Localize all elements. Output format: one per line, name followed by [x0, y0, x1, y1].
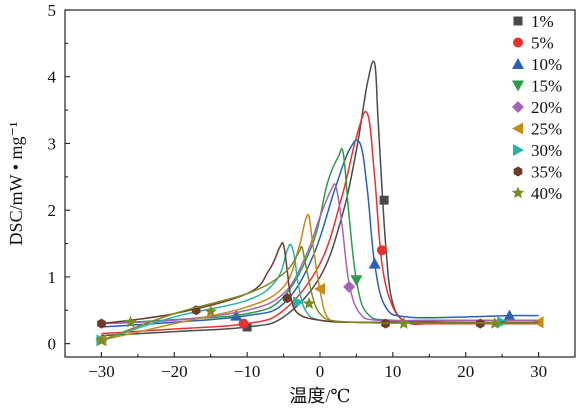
series-1pct	[101, 60, 539, 337]
marker-triangle-down	[350, 275, 363, 287]
marker-star	[95, 333, 108, 346]
marker-star	[511, 186, 525, 199]
series-line	[101, 139, 539, 328]
marker-hexagon	[282, 293, 292, 304]
x-tick-label: −30	[88, 362, 115, 381]
x-tick-label: 10	[384, 362, 401, 381]
y-tick-label: 3	[48, 134, 57, 153]
marker-star	[488, 317, 502, 329]
y-tick-label: 2	[48, 201, 57, 220]
marker-circle	[238, 318, 249, 329]
legend-label: 1%	[531, 12, 554, 31]
marker-hexagon	[97, 318, 106, 329]
x-tick-label: −10	[234, 362, 261, 381]
series-25pct	[95, 213, 544, 347]
legend-item: 10%	[512, 55, 562, 74]
marker-circle	[376, 245, 387, 256]
legend-item: 20%	[512, 98, 562, 117]
marker-triangle-up	[512, 58, 524, 69]
legend-label: 10%	[531, 55, 562, 74]
marker-star	[397, 317, 410, 329]
legend-label: 35%	[531, 163, 562, 182]
plot-frame	[64, 9, 576, 358]
x-tick-label: 0	[316, 362, 325, 381]
legend-item: 30%	[513, 141, 562, 160]
series-40pct	[95, 245, 539, 346]
series-line	[101, 183, 539, 325]
marker-square	[379, 195, 389, 205]
legend-item: 15%	[512, 77, 562, 96]
marker-star	[204, 305, 217, 317]
marker-triangle-up	[503, 309, 516, 321]
marker-star	[302, 297, 316, 309]
series-20pct	[101, 183, 539, 325]
series-30pct	[96, 243, 539, 347]
axes: −30 −20 −10 0 10 20 30 0 1 2 3 4 5	[48, 1, 576, 381]
y-axis-title: DSC/mW • mg⁻¹	[6, 122, 26, 246]
y-tick-label: 4	[48, 68, 57, 87]
marker-diamond	[512, 101, 524, 113]
y-tick-label: 0	[48, 335, 57, 354]
legend-item: 1%	[513, 12, 554, 31]
series-10pct	[101, 139, 539, 328]
x-tick-label: 30	[530, 362, 547, 381]
marker-triangle-down	[512, 80, 524, 92]
legend-item: 5%	[513, 34, 554, 53]
y-tick-label: 5	[48, 1, 57, 20]
legend-label: 30%	[531, 141, 562, 160]
legend-label: 20%	[531, 98, 562, 117]
legend-item: 40%	[511, 184, 562, 203]
legend-item: 35%	[513, 163, 562, 182]
legend: 1% 5% 10% 15% 20% 25% 30% 35% 40%	[511, 12, 562, 203]
legend-item: 25%	[512, 120, 562, 139]
series-line	[101, 111, 539, 335]
legend-label: 25%	[531, 120, 562, 139]
marker-diamond	[343, 280, 356, 293]
marker-triangle-right	[513, 144, 524, 156]
y-tick-label: 1	[48, 268, 57, 287]
marker-triangle-left	[314, 282, 325, 295]
marker-triangle-right	[293, 296, 305, 309]
series-layer	[95, 60, 544, 347]
x-axis-title: 温度/℃	[289, 386, 350, 406]
marker-hexagon	[513, 166, 523, 177]
marker-triangle-up	[368, 257, 381, 269]
series-line	[101, 245, 539, 342]
x-tick-label: 20	[457, 362, 474, 381]
series-line	[101, 241, 539, 325]
x-tick-label: −20	[161, 362, 188, 381]
legend-label: 5%	[531, 34, 554, 53]
series-5pct	[101, 111, 539, 335]
marker-triangle-left	[512, 122, 523, 135]
marker-star	[124, 315, 137, 328]
legend-label: 40%	[531, 184, 562, 203]
legend-label: 15%	[531, 77, 562, 96]
series-35pct	[97, 241, 539, 329]
series-line	[101, 60, 539, 337]
marker-square	[513, 16, 523, 26]
marker-circle	[513, 37, 523, 48]
